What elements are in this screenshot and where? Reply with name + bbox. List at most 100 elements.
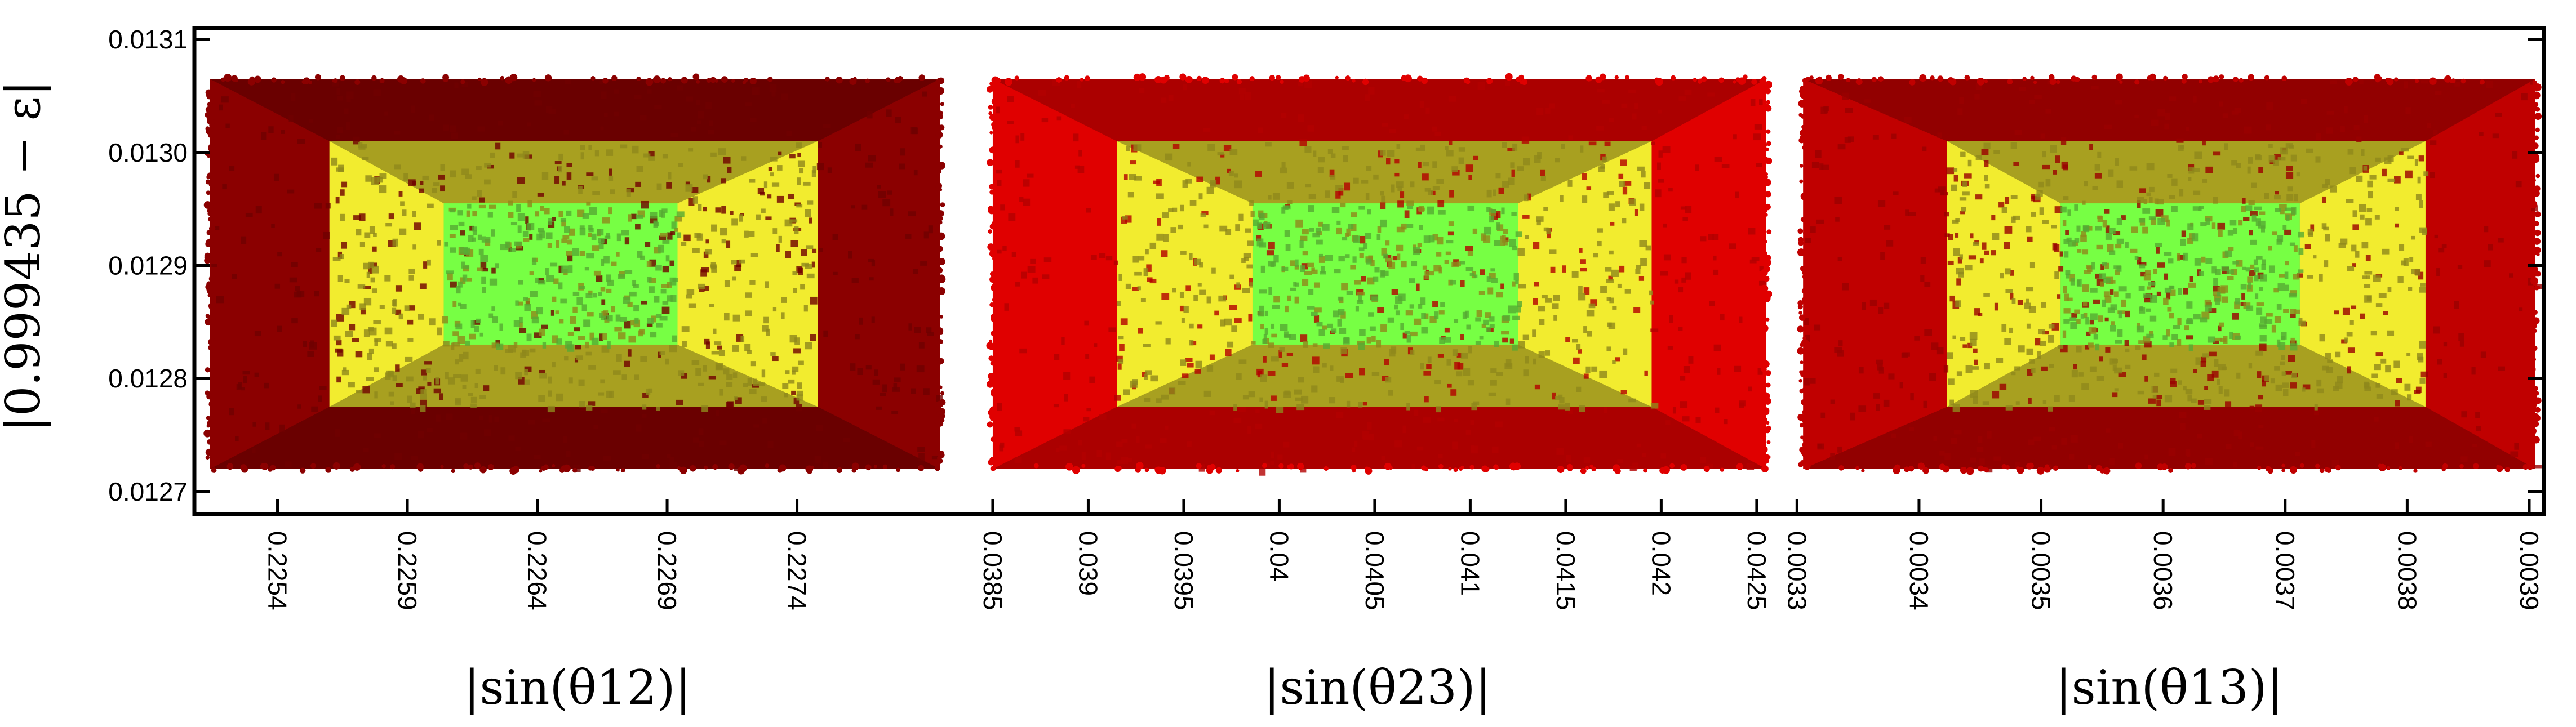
scatter-point: [1476, 310, 1482, 318]
scatter-point: [1762, 397, 1768, 403]
scatter-point: [1359, 368, 1365, 376]
scatter-point: [2498, 366, 2505, 371]
scatter-point: [1658, 109, 1662, 114]
scatter-point: [1909, 79, 1916, 86]
scatter-point: [1625, 75, 1629, 80]
scatter-point: [1858, 405, 1867, 412]
scatter-point: [1089, 376, 1095, 383]
scatter-point: [1810, 378, 1816, 384]
scatter-point: [928, 225, 933, 234]
scatter-point: [460, 247, 468, 254]
scatter-point: [1280, 167, 1287, 174]
scatter-point: [1610, 221, 1615, 226]
scatter-point: [1264, 400, 1268, 409]
scatter-point: [2121, 299, 2126, 307]
scatter-point: [1493, 464, 1499, 470]
scatter-point: [2529, 104, 2537, 112]
scatter-point: [1423, 371, 1431, 376]
scatter-point: [1510, 162, 1515, 169]
scatter-point: [1224, 79, 1229, 83]
scatter-point: [2387, 330, 2395, 336]
scatter-point: [337, 349, 344, 357]
scatter-point: [2285, 261, 2289, 266]
scatter-point: [2326, 367, 2333, 373]
scatter-point: [381, 464, 386, 469]
scatter-point: [671, 221, 677, 229]
scatter-point: [1657, 162, 1661, 170]
scatter-point: [918, 453, 925, 461]
scatter-point: [1125, 283, 1131, 289]
scatter-point: [1454, 418, 1458, 422]
scatter-point: [761, 208, 766, 213]
scatter-point: [1471, 403, 1477, 411]
scatter-point: [2275, 208, 2281, 213]
scatter-point: [1400, 191, 1405, 198]
scatter-point: [2504, 467, 2511, 472]
scatter-point: [1156, 398, 1162, 403]
scatter-point: [1381, 456, 1385, 460]
scatter-point: [1083, 416, 1090, 422]
scatter-point: [762, 325, 769, 332]
scatter-point: [1294, 389, 1302, 395]
scatter-point: [1248, 314, 1253, 322]
scatter-point: [991, 220, 1000, 228]
scatter-point: [332, 257, 341, 261]
scatter-point: [2146, 192, 2151, 197]
scatter-point: [2078, 372, 2084, 377]
scatter-point: [1603, 192, 1609, 198]
scatter-point: [1760, 284, 1769, 292]
scatter-point: [992, 255, 998, 261]
scatter-point: [2005, 268, 2011, 275]
scatter-point: [1278, 350, 1282, 358]
scatter-region-outer-bottom-band: [210, 407, 940, 469]
scatter-point: [1160, 438, 1167, 443]
plot-frame: [192, 26, 2546, 516]
scatter-point: [2146, 163, 2155, 171]
scatter-point: [760, 191, 765, 196]
scatter-point: [1522, 334, 1530, 340]
scatter-point: [2164, 273, 2168, 280]
scatter-point: [1330, 365, 1334, 371]
scatter-point: [1681, 257, 1687, 264]
scatter-point: [1904, 116, 1912, 123]
scatter-point: [2010, 293, 2014, 300]
scatter-point: [640, 356, 647, 362]
scatter-point: [614, 111, 619, 117]
scatter-point: [289, 277, 297, 283]
scatter-point: [1803, 462, 1811, 470]
scatter-point: [2289, 466, 2298, 474]
scatter-point: [792, 366, 799, 372]
scatter-point: [1533, 242, 1540, 250]
scatter-point: [1178, 224, 1183, 230]
scatter-point: [494, 365, 498, 371]
scatter-point: [538, 228, 544, 233]
scatter-point: [2240, 302, 2246, 306]
scatter-point: [1126, 458, 1132, 462]
scatter-point: [2232, 313, 2239, 320]
scatter-point: [206, 175, 211, 180]
scatter-point: [2163, 297, 2169, 305]
scatter-point: [771, 182, 780, 187]
scatter-point: [2104, 295, 2112, 303]
scatter-point: [669, 461, 677, 469]
scatter-point: [2393, 360, 2400, 368]
scatter-point: [1238, 359, 1247, 364]
scatter-point: [2103, 278, 2111, 283]
scatter-point: [594, 150, 599, 157]
scatter-point: [2430, 172, 2435, 179]
scatter-point: [2249, 405, 2255, 410]
scatter-point: [991, 97, 999, 105]
scatter-point: [1615, 201, 1620, 207]
scatter-point: [2435, 90, 2442, 95]
scatter-point: [2248, 74, 2255, 81]
scatter-point: [1498, 187, 1504, 194]
scatter-point: [2140, 271, 2146, 277]
scatter-point: [2148, 282, 2156, 286]
scatter-point: [934, 416, 941, 424]
scatter-point: [1144, 398, 1151, 402]
scatter-point: [1365, 193, 1370, 200]
scatter-point: [674, 216, 682, 222]
scatter-point: [2089, 366, 2097, 372]
scatter-point: [1395, 310, 1400, 316]
scatter-point: [2200, 317, 2208, 323]
